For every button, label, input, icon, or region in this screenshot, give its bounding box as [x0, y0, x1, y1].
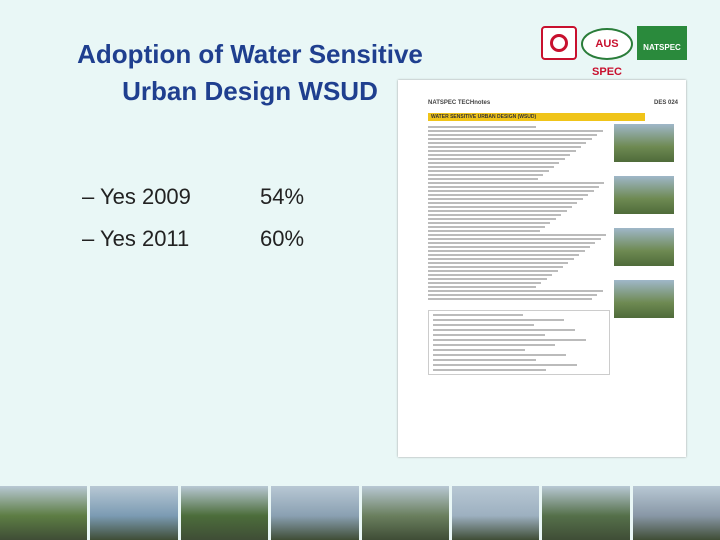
document-text-line: [428, 202, 578, 204]
bullet-item: – Yes 2009 54%: [82, 176, 304, 218]
document-text-line: [428, 290, 603, 292]
aus-spec-logo: AUS SPEC: [581, 28, 633, 78]
document-table-line: [433, 359, 536, 361]
document-text-line: [428, 150, 576, 152]
document-text-line: [428, 262, 569, 264]
natspec-logo: NATSPEC: [637, 26, 687, 60]
bullet-item: – Yes 2011 60%: [82, 218, 304, 260]
document-header: NATSPEC TECHnotes DES 024: [428, 100, 678, 106]
strip-photo: [0, 486, 88, 540]
document-table-line: [433, 319, 565, 321]
document-text-line: [428, 138, 592, 140]
document-text-line: [428, 142, 587, 144]
document-text-line: [428, 254, 580, 256]
strip-photo: [542, 486, 630, 540]
strip-photo: [361, 486, 449, 540]
document-table-line: [433, 349, 525, 351]
document-title-band: WATER SENSITIVE URBAN DESIGN (WSUD): [428, 113, 645, 121]
document-text-line: [428, 134, 598, 136]
document-text-line: [428, 174, 544, 176]
bullet-label: – Yes 2009: [82, 184, 191, 209]
bullet-label: – Yes 2011: [82, 226, 190, 251]
document-photo: [614, 176, 674, 214]
document-table-line: [433, 344, 556, 346]
document-table-line: [433, 339, 586, 341]
document-text-line: [428, 198, 583, 200]
document-text-line: [428, 162, 560, 164]
document-text-line: [428, 238, 601, 240]
document-table-line: [433, 364, 577, 366]
document-text-line: [428, 230, 540, 232]
document-photo: [614, 280, 674, 318]
document-table-line: [433, 369, 547, 371]
document-text-line: [428, 294, 598, 296]
strip-photo: [90, 486, 178, 540]
bullet-value: 54%: [260, 184, 305, 209]
document-text-line: [428, 282, 542, 284]
document-text-line: [428, 158, 565, 160]
document-photo: [614, 228, 674, 266]
title-line-1: Adoption of Water Sensitive: [77, 39, 423, 69]
document-body-text: [428, 124, 608, 302]
strip-photo: [632, 486, 720, 540]
document-text-line: [428, 206, 572, 208]
document-text-line: [428, 250, 585, 252]
document-text-line: [428, 298, 592, 300]
document-text-line: [428, 246, 590, 248]
document-text-line: [428, 286, 536, 288]
document-text-line: [428, 258, 574, 260]
partner-logos: AUS SPEC NATSPEC: [541, 26, 687, 78]
strip-photo: [271, 486, 359, 540]
document-text-line: [428, 222, 551, 224]
document-text-line: [428, 266, 563, 268]
document-text-line: [428, 274, 553, 276]
document-text-line: [428, 170, 549, 172]
document-text-line: [428, 130, 603, 132]
bullet-value: 60%: [260, 226, 305, 251]
document-photo: [614, 124, 674, 162]
document-text-line: [428, 270, 558, 272]
slide-title: Adoption of Water Sensitive Urban Design…: [40, 36, 460, 110]
document-table-line: [433, 329, 576, 331]
document-photo-column: [614, 124, 674, 332]
document-text-line: [428, 234, 607, 236]
document-text-line: [428, 210, 567, 212]
document-table: [428, 310, 610, 375]
document-table-line: [433, 354, 567, 356]
document-table-line: [433, 334, 545, 336]
document-header-right: DES 024: [653, 100, 678, 106]
document-table-line: [433, 314, 523, 316]
strip-photo: [180, 486, 269, 540]
document-table-line: [433, 324, 534, 326]
strip-photo: [451, 486, 540, 540]
document-text-line: [428, 214, 562, 216]
document-text-line: [428, 194, 589, 196]
document-text-line: [428, 242, 596, 244]
document-thumbnail: NATSPEC TECHnotes DES 024 WATER SENSITIV…: [398, 80, 686, 457]
document-text-line: [428, 226, 545, 228]
title-line-2: Urban Design WSUD: [122, 76, 378, 106]
red-emblem-logo: [541, 26, 577, 60]
document-header-left: NATSPEC TECHnotes: [428, 100, 491, 106]
document-text-line: [428, 190, 594, 192]
document-text-line: [428, 182, 605, 184]
document-text-line: [428, 186, 599, 188]
document-text-line: [428, 154, 571, 156]
bullet-list: – Yes 2009 54% – Yes 2011 60%: [82, 176, 304, 260]
document-text-line: [428, 166, 554, 168]
document-text-line: [428, 146, 581, 148]
document-text-line: [428, 218, 556, 220]
document-text-line: [428, 178, 538, 180]
document-text-line: [428, 126, 536, 128]
photo-strip: [0, 486, 720, 540]
document-text-line: [428, 278, 547, 280]
